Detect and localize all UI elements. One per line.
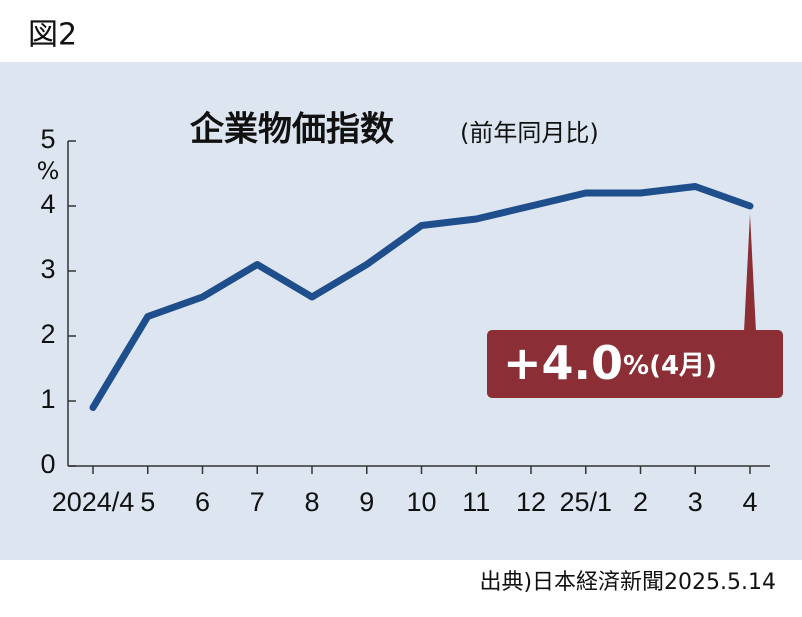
callout-text: +4.0%(4月) [503,336,717,390]
callout-value: +4.0 [503,336,623,390]
figure-label: 図2 [28,18,77,53]
x-tick-label: 4 [742,487,757,517]
x-tick-label: 3 [688,487,703,517]
callout-pointer [744,214,756,332]
y-tick-label: 3 [40,254,55,284]
callout-suffix: %(4月) [623,351,717,381]
source: 出典)日本経済新聞2025.5.14 [479,570,776,595]
x-tick-label: 2024/4 [52,487,135,517]
callout-box [487,330,783,398]
x-tick-label: 10 [406,487,436,517]
x-tick-label: 5 [140,487,155,517]
x-tick-label: 2 [633,487,648,517]
y-unit: % [37,157,60,185]
y-tick-label: 1 [40,384,55,414]
x-tick-label: 9 [359,487,374,517]
x-tick-label: 6 [195,487,210,517]
x-tick-label: 8 [304,487,319,517]
x-tick-label: 11 [462,487,490,517]
panel [0,62,802,560]
y-tick-label: 2 [40,319,55,349]
chart-subtitle: (前年同月比) [460,119,599,147]
chart-title: 企業物価指数 [190,110,394,150]
y-tick-label: 4 [40,189,55,219]
x-tick-label: 7 [250,487,265,517]
x-tick-label: 25/1 [559,487,612,517]
y-tick-label: 5 [40,124,55,154]
x-tick-label: 12 [516,487,546,517]
y-tick-label: 0 [40,449,55,479]
line-series [89,183,754,411]
